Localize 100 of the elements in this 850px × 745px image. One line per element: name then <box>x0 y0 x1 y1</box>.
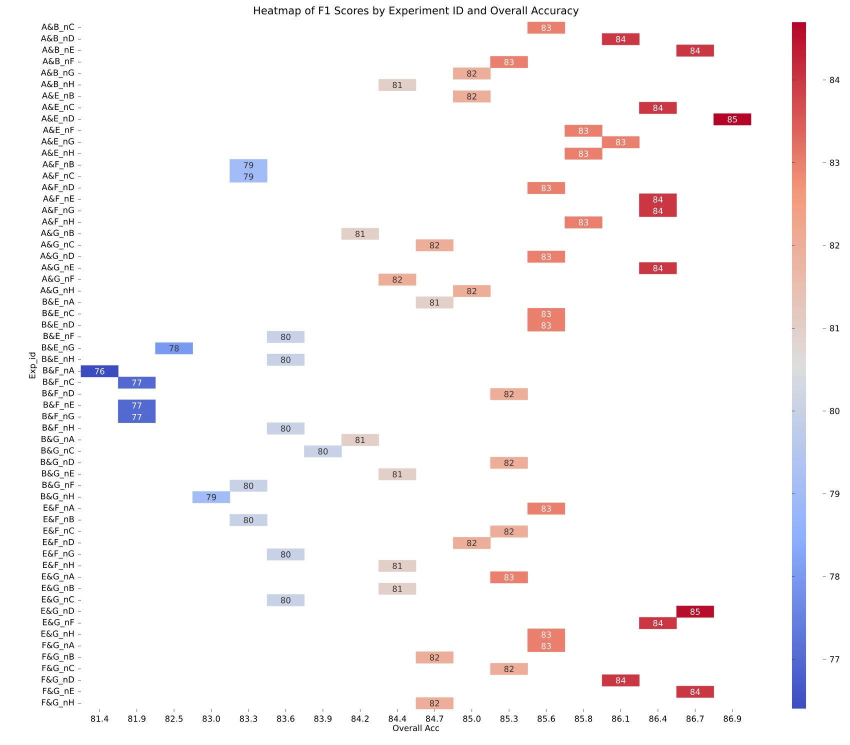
y-tick-label: B&G_nE <box>42 470 74 478</box>
data-label: 83 <box>542 322 551 329</box>
y-tick-label: A&F_nG <box>42 206 74 215</box>
x-tick-label: 83.9 <box>314 716 332 722</box>
color-bar-label: 83 <box>830 160 840 166</box>
y-tick-label: B&E_nF <box>44 332 74 341</box>
data-label: 82 <box>467 540 476 546</box>
data-label: 82 <box>430 242 440 248</box>
data-label: 83 <box>578 128 588 134</box>
data-label: 83 <box>542 24 551 31</box>
y-tick-label: E&F_nH <box>43 562 74 570</box>
chart-title: Heatmap of F1 Scores by Experiment ID and Overall Accuracy <box>254 6 579 16</box>
y-tick-label: E&G_nH <box>41 630 74 639</box>
x-tick-label: 84.2 <box>351 716 369 722</box>
data-label: 81 <box>430 299 440 306</box>
color-bar-label: 79 <box>830 490 840 497</box>
data-label: 80 <box>281 356 290 363</box>
data-label: 83 <box>542 631 551 638</box>
data-label: 83 <box>542 642 551 650</box>
color-bar-label: 77 <box>830 656 840 662</box>
data-label: 80 <box>281 597 290 604</box>
data-label: 80 <box>281 551 290 558</box>
data-label: 83 <box>504 574 514 580</box>
y-tick-label: F&G_nE <box>42 688 74 696</box>
y-tick-label: B&F_nH <box>42 424 74 433</box>
y-tick-label: B&E_nH <box>42 356 74 364</box>
y-tick-label: A&E_nD <box>41 115 74 124</box>
data-label: 83 <box>542 505 551 512</box>
y-tick-label: B&G_nH <box>41 493 74 502</box>
y-tick-label: A&B_nD <box>40 35 74 44</box>
data-label: 79 <box>244 173 254 180</box>
y-tick-label: F&G_nC <box>42 664 74 673</box>
y-tick-label: E&F_nC <box>44 527 74 536</box>
x-tick-label: 85.8 <box>574 716 592 722</box>
y-tick-label: A&F_nH <box>42 218 74 226</box>
data-label: 82 <box>504 666 514 672</box>
x-tick-label: 83.3 <box>240 716 258 722</box>
data-label: 79 <box>206 494 216 500</box>
y-tick-label: A&G_nB <box>40 230 74 238</box>
data-label: 76 <box>95 368 104 374</box>
data-label: 80 <box>244 482 254 489</box>
x-tick-label: 82.5 <box>165 716 183 722</box>
y-tick-label: B&G_nA <box>42 436 74 444</box>
y-tick-label: F&G_nB <box>42 653 74 662</box>
x-tick-label: 85.0 <box>463 716 481 722</box>
y-tick-label: A&B_nG <box>40 69 74 78</box>
y-tick-label: B&F_nD <box>42 390 74 398</box>
data-label: 83 <box>542 184 551 192</box>
data-label: 82 <box>392 276 402 283</box>
data-label: 84 <box>690 688 700 695</box>
y-tick-label: A&E_nH <box>41 150 74 158</box>
data-label: 83 <box>578 219 588 226</box>
y-tick-label: A&G_nH <box>40 287 74 296</box>
y-tick-label: A&G_nC <box>40 241 74 250</box>
y-tick-label: B&E_nD <box>42 321 74 330</box>
x-tick-label: 86.1 <box>612 716 630 722</box>
y-tick-label: A&E_nG <box>41 138 74 146</box>
y-tick-label: E&F_nG <box>42 550 74 558</box>
data-label: 83 <box>542 310 551 318</box>
data-label: 84 <box>616 677 626 684</box>
y-tick-label: B&G_nF <box>42 482 74 490</box>
y-tick-label: E&G_nA <box>42 573 74 582</box>
y-tick-label: B&E_nG <box>42 344 74 352</box>
y-tick-label: E&G_nC <box>42 596 74 604</box>
y-tick-label: A&G_nD <box>40 252 74 261</box>
color-bar-label: 78 <box>830 573 840 580</box>
y-tick-label: A&G_nE <box>41 264 74 272</box>
data-label: 83 <box>542 254 551 260</box>
data-label: 84 <box>653 104 663 112</box>
data-label: 80 <box>244 516 254 524</box>
data-label: 81 <box>355 230 365 237</box>
y-tick-label: B&G_nC <box>41 447 74 456</box>
data-label: 81 <box>392 82 402 88</box>
data-label: 77 <box>132 414 142 420</box>
y-tick-label: B&F_nE <box>44 402 74 410</box>
x-tick-label: 85.6 <box>538 716 555 722</box>
y-tick-label: E&G_nD <box>41 608 74 616</box>
data-label: 82 <box>467 93 476 100</box>
y-tick-label: A&B_nC <box>41 24 74 32</box>
y-tick-label: E&G_nF <box>42 619 74 628</box>
y-axis-title: Exp_id <box>28 352 38 378</box>
data-label: 82 <box>504 528 514 535</box>
y-tick-label: E&G_nB <box>42 584 74 593</box>
y-tick-label: E&F_nA <box>44 504 74 513</box>
y-tick-label: A&G_nF <box>42 276 74 284</box>
y-tick-label: F&G_nD <box>42 676 74 684</box>
y-tick-label: A&E_nF <box>42 126 74 135</box>
y-tick-label: B&F_nA <box>43 367 74 376</box>
data-label: 84 <box>690 47 700 54</box>
data-label: 83 <box>578 150 588 157</box>
x-tick-label: 86.7 <box>686 716 704 722</box>
x-tick-label: 84.7 <box>426 716 444 722</box>
x-tick-label: 81.9 <box>128 716 146 722</box>
x-tick-label: 83.6 <box>277 716 294 722</box>
y-tick-label: A&F_nB <box>42 161 74 170</box>
data-label: 79 <box>244 162 254 168</box>
color-bar-label: 81 <box>830 325 840 332</box>
x-tick-label: 83.0 <box>202 716 220 722</box>
data-label: 83 <box>504 58 514 66</box>
y-tick-label: E&F_nB <box>44 516 74 524</box>
